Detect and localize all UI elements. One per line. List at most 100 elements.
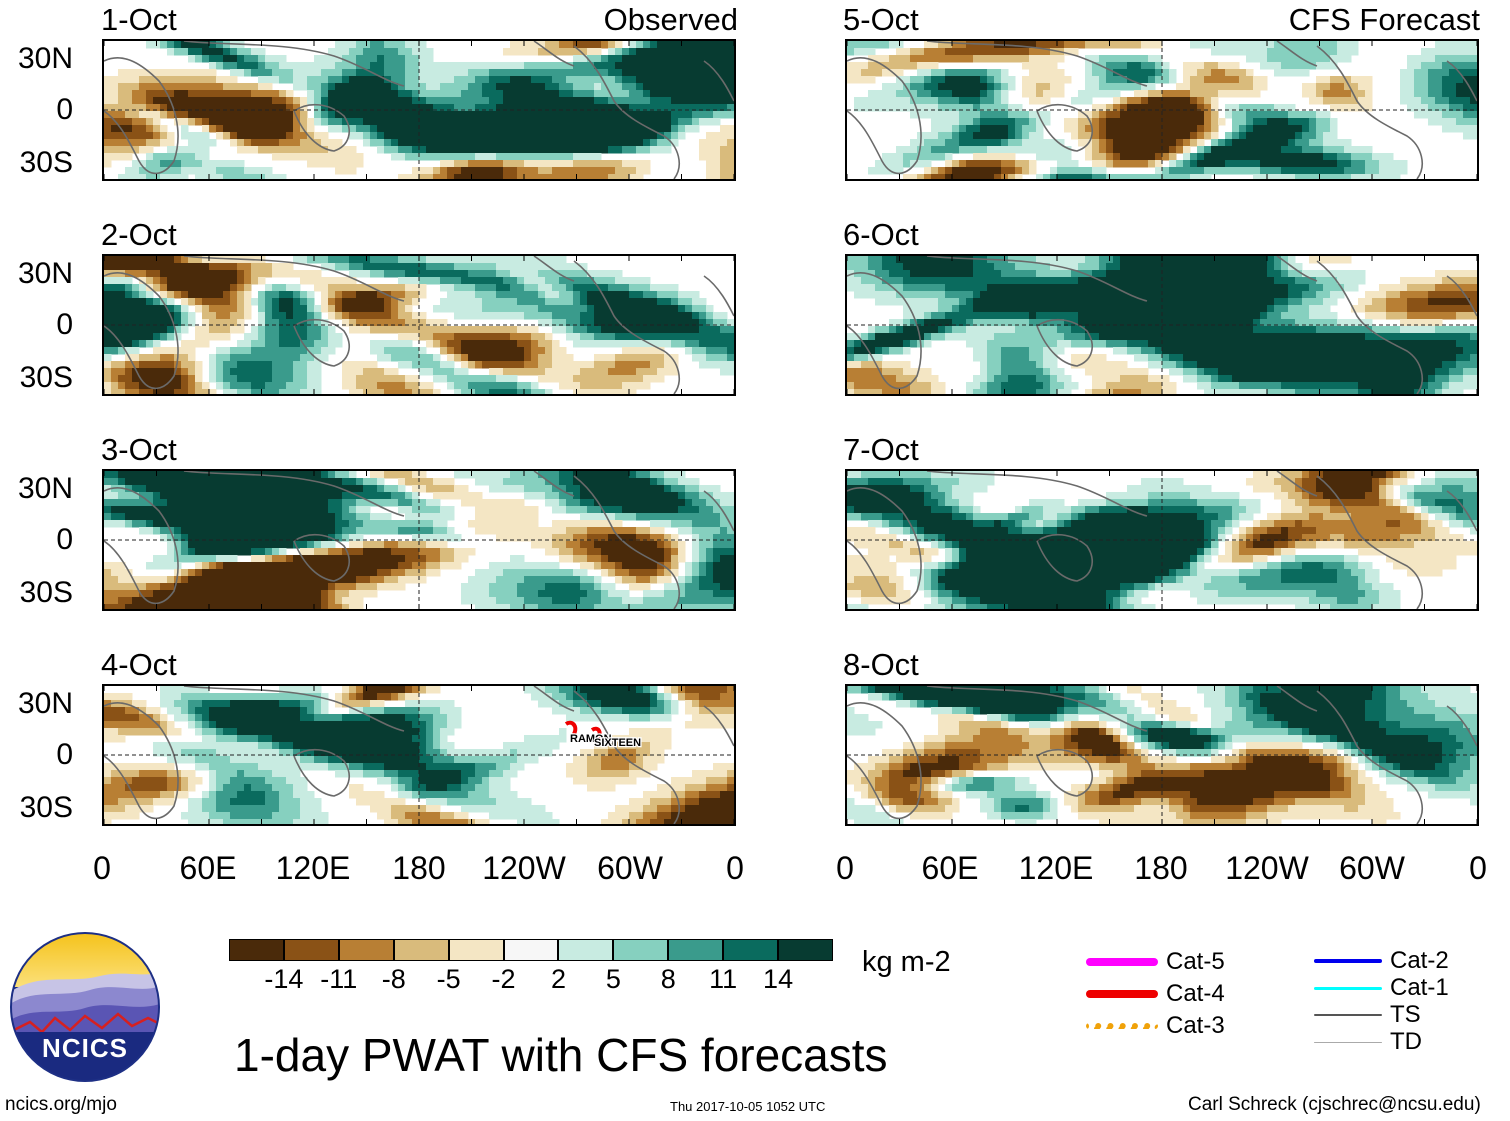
ncics-logo: NCICS	[10, 932, 160, 1082]
coastline-outlines	[847, 471, 1477, 609]
anomaly-cells	[104, 41, 734, 179]
colorbar-tick-label: -14	[264, 964, 304, 994]
anomaly-cells	[104, 256, 734, 394]
track-legend-line	[1314, 959, 1382, 963]
pwat-anomaly-field	[847, 471, 1477, 609]
colorbar-swatch	[393, 939, 449, 961]
anomaly-cells	[847, 41, 1477, 179]
colorbar-tick-label: -11	[320, 964, 358, 994]
panel-date-label: 3-Oct	[101, 432, 177, 467]
lon-tick-label: 0	[93, 850, 111, 886]
colorbar-swatch	[283, 939, 339, 961]
lon-tick-label: 0	[1469, 850, 1487, 886]
lat-tick-label: 0	[56, 308, 73, 341]
colorbar-tick-label: -8	[381, 964, 406, 994]
track-legend-line	[1086, 990, 1158, 998]
ncics-logo-graphic	[10, 932, 160, 1082]
lon-tick-label: 180	[1134, 850, 1188, 886]
pwat-anomaly-field	[847, 41, 1477, 179]
pwat-anomaly-field	[104, 471, 734, 609]
track-legend-line	[1314, 986, 1382, 990]
coastline-outlines	[847, 686, 1477, 824]
pwat-map-panel	[845, 39, 1479, 181]
colorbar-tick-label: -2	[491, 964, 516, 994]
anomaly-cells	[104, 686, 734, 824]
colorbar-swatch	[723, 939, 779, 961]
colorbar-swatch	[229, 939, 284, 961]
colorbar-tick-label: 5	[605, 964, 621, 994]
colorbar-swatch	[448, 939, 504, 961]
pwat-anomaly-field	[104, 41, 734, 179]
logo-text: NCICS	[42, 1033, 128, 1063]
storm-name-label: SIXTEEN	[594, 737, 641, 749]
lon-tick-label: 0	[836, 850, 854, 886]
lon-tick-label: 120W	[1225, 850, 1309, 886]
panel-date-label: 5-Oct	[843, 2, 919, 37]
coastline-outlines	[104, 256, 734, 394]
lon-tick-label: 60E	[921, 850, 979, 886]
track-legend-label: Cat-3	[1166, 1012, 1225, 1039]
track-legend-line	[1086, 958, 1158, 966]
panel-date-label: 2-Oct	[101, 217, 177, 252]
lon-tick-label: 120W	[482, 850, 566, 886]
footer-timestamp: Thu 2017-10-05 1052 UTC	[670, 1099, 826, 1114]
pwat-anomaly-field	[847, 256, 1477, 394]
lon-tick-label: 120E	[1018, 850, 1094, 886]
colorbar-swatch	[503, 939, 559, 961]
track-legend-label: Cat-5	[1166, 948, 1225, 975]
colorbar-swatch	[668, 939, 724, 961]
lat-tick-label: 30N	[17, 42, 73, 75]
track-legend-line	[1314, 1014, 1382, 1016]
pwat-anomaly-field	[847, 686, 1477, 824]
observed-header: Observed	[603, 2, 738, 37]
lat-tick-label: 0	[56, 523, 73, 556]
storm-track-marker	[564, 720, 602, 740]
colorbar	[229, 939, 833, 961]
pwat-anomaly-field	[104, 256, 734, 394]
lat-tick-label: 30N	[17, 687, 73, 720]
track-legend-label: TD	[1390, 1028, 1422, 1055]
lat-tick-label: 30S	[19, 576, 73, 609]
lon-tick-label: 60E	[179, 850, 237, 886]
lon-tick-label: 60W	[1339, 850, 1405, 886]
coastline-outlines	[104, 686, 734, 824]
lat-tick-label: 30N	[17, 472, 73, 505]
pwat-map-panel	[845, 254, 1479, 396]
pwat-map-panel	[102, 254, 736, 396]
lon-tick-label: 180	[392, 850, 446, 886]
colorbar-swatch	[558, 939, 614, 961]
coastline-outlines	[847, 41, 1477, 179]
pwat-map-panel	[102, 39, 736, 181]
colorbar-tick-label: -5	[436, 964, 461, 994]
panel-date-label: 4-Oct	[101, 647, 177, 682]
panel-date-label: 6-Oct	[843, 217, 919, 252]
lat-tick-label: 0	[56, 738, 73, 771]
storm-name-label: RAMON	[570, 733, 612, 745]
coastline-outlines	[104, 471, 734, 609]
panel-date-label: 7-Oct	[843, 432, 919, 467]
colorbar-tick-label: 11	[709, 964, 738, 994]
track-legend-line	[1314, 1041, 1382, 1043]
forecast-header: CFS Forecast	[1288, 2, 1480, 37]
pwat-map-panel	[845, 684, 1479, 826]
footer-url[interactable]: ncics.org/mjo	[5, 1094, 117, 1115]
track-legend-label: Cat-2	[1390, 947, 1449, 974]
pwat-map-panel	[102, 469, 736, 611]
colorbar-swatch	[778, 939, 833, 961]
lon-tick-label: 120E	[275, 850, 351, 886]
panel-date-label: 8-Oct	[843, 647, 919, 682]
lon-tick-label: 0	[726, 850, 744, 886]
panel-date-label: 1-Oct	[101, 2, 177, 37]
track-legend-line	[1086, 1023, 1158, 1029]
anomaly-cells	[847, 256, 1477, 394]
lon-tick-label: 60W	[597, 850, 663, 886]
chart-title: 1-day PWAT with CFS forecasts	[234, 1029, 888, 1081]
track-legend-label: TS	[1390, 1001, 1421, 1028]
units-label: kg m-2	[862, 946, 951, 978]
pwat-map-panel: RAMON SIXTEEN	[102, 684, 736, 826]
coastline-outlines	[104, 41, 734, 179]
colorbar-swatch	[338, 939, 394, 961]
anomaly-cells	[847, 686, 1477, 824]
colorbar-tick-label: 8	[660, 964, 676, 994]
